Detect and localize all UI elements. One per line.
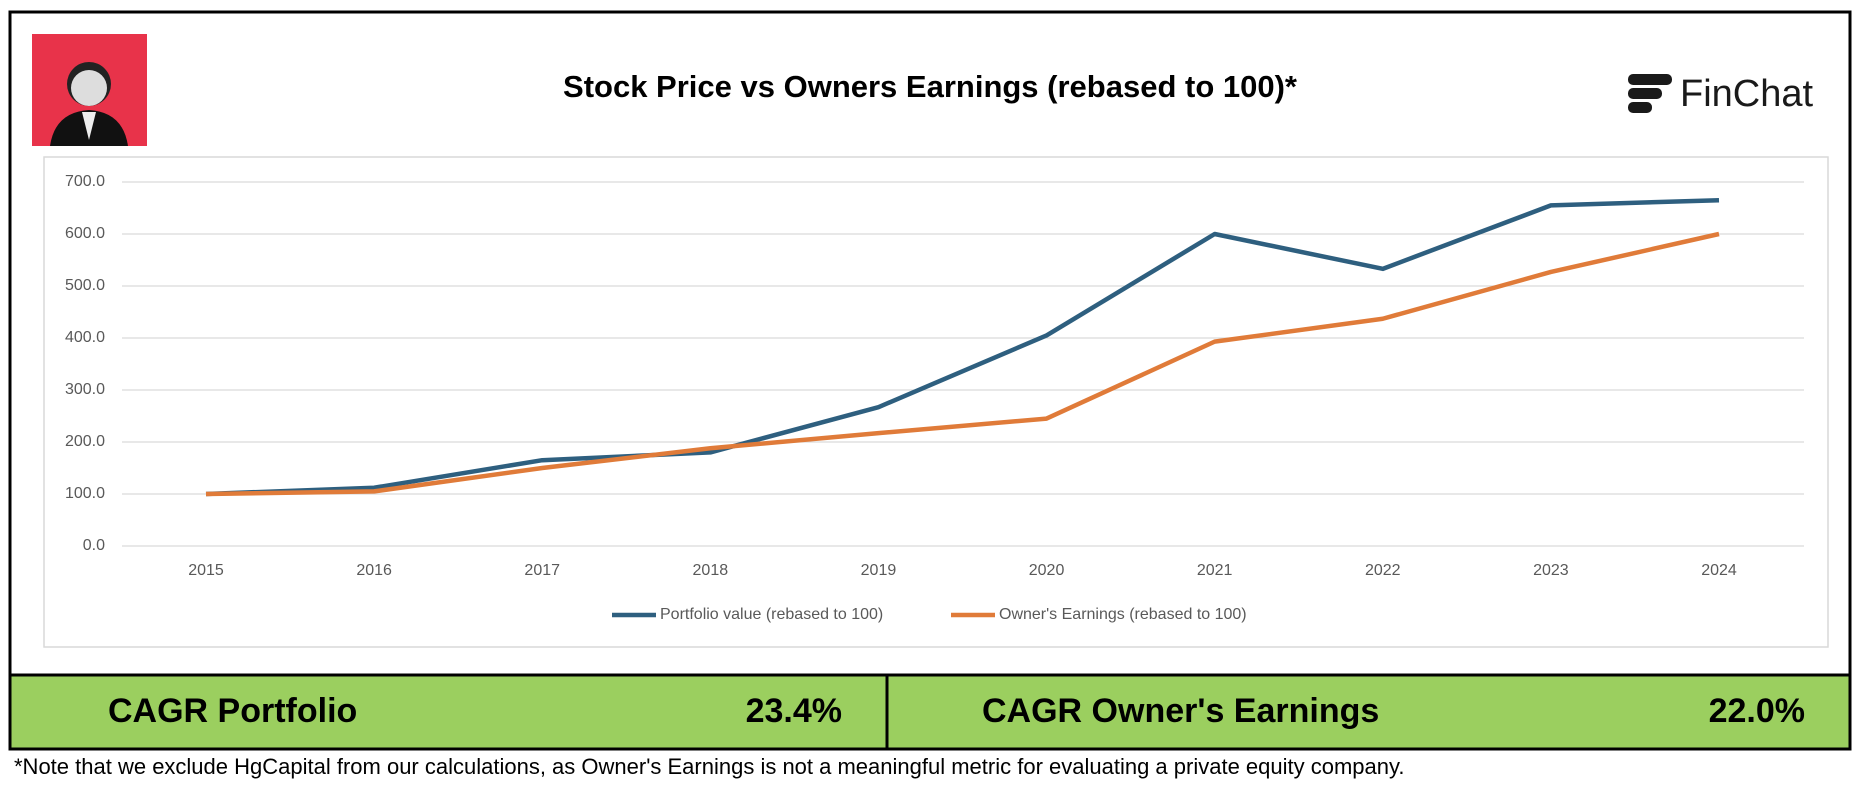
frame [8, 10, 1852, 751]
series-line [205, 197, 1720, 497]
x-tick-label: 2016 [356, 562, 392, 579]
x-tick-label: 2023 [1533, 562, 1569, 579]
y-tick-label: 200.0 [65, 433, 105, 450]
legend-label: Portfolio value (rebased to 100) [660, 606, 883, 623]
summary-value: 23.4% [746, 692, 842, 730]
logo: FinChat [1628, 73, 1813, 115]
legend-label: Owner's Earnings (rebased to 100) [999, 606, 1247, 623]
y-tick-label: 400.0 [65, 329, 105, 346]
plot-frame [43, 156, 1829, 648]
y-tick-label: 0.0 [83, 537, 105, 554]
brand: FinChat [1680, 73, 1813, 115]
y-tick-label: 700.0 [65, 173, 105, 190]
summary-band [8, 673, 1852, 751]
y-tick-label: 300.0 [65, 381, 105, 398]
y-tick-label: 100.0 [65, 485, 105, 502]
x-tick-label: 2022 [1365, 562, 1401, 579]
x-tick-label: 2015 [188, 562, 224, 579]
series-line [205, 231, 1720, 497]
avatar [32, 34, 147, 146]
x-tick-label: 2019 [861, 562, 897, 579]
footnote: *Note that we exclude HgCapital from our… [14, 754, 1404, 779]
summary-label: CAGR Owner's Earnings [982, 692, 1379, 730]
chart-title: Stock Price vs Owners Earnings (rebased … [563, 69, 1298, 104]
x-tick-label: 2024 [1701, 562, 1737, 579]
x-tick-label: 2018 [693, 562, 729, 579]
summary-value: 22.0% [1709, 692, 1805, 730]
x-tick-label: 2017 [524, 562, 560, 579]
y-tick-label: 500.0 [65, 277, 105, 294]
x-tick-label: 2020 [1029, 562, 1065, 579]
y-tick-label: 600.0 [65, 225, 105, 242]
x-tick-label: 2021 [1197, 562, 1233, 579]
summary-label: CAGR Portfolio [108, 692, 357, 730]
